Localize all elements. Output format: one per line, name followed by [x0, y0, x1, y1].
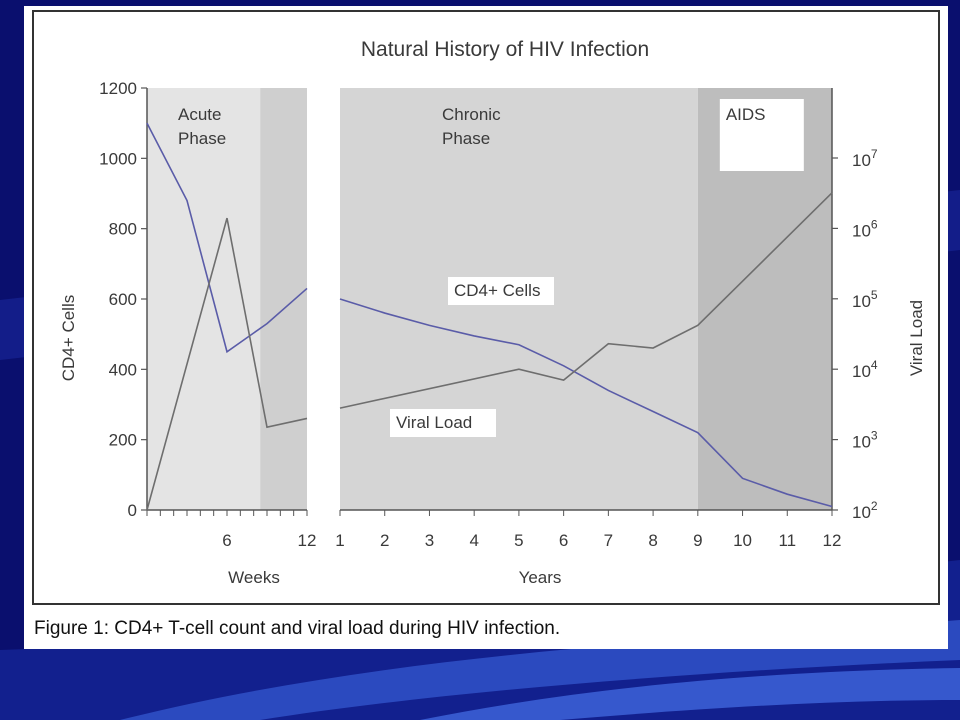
years-tick-label: 2 [380, 531, 389, 550]
x-axis-years-title: Years [519, 568, 562, 587]
x-axis-weeks-title: Weeks [228, 568, 280, 587]
weeks-tick-label: 12 [298, 531, 317, 550]
right-tick-label: 102 [852, 499, 878, 522]
years-tick-label: 4 [469, 531, 478, 550]
years-tick-label: 10 [733, 531, 752, 550]
series-viral-load-years [339, 192, 833, 409]
left-tick-label: 0 [128, 501, 137, 520]
phase-label-chronic-phase-2: Phase [442, 129, 490, 148]
right-axis-title: Viral Load [907, 300, 926, 376]
left-axis: 0 200 400 600 800 1000 1200 [99, 79, 148, 520]
figure-panel: Acute Phase Chronic Phase AIDS Natural Histo… [24, 6, 948, 649]
chart: Acute Phase Chronic Phase AIDS Natural Histo… [32, 10, 940, 605]
series-cd4-cells-years [339, 298, 833, 508]
series-lines [146, 122, 833, 511]
years-tick-label: 5 [514, 531, 523, 550]
phase-label-acute-phase-1: Acute [178, 105, 221, 124]
phase-label-chronic-phase-1: Chronic [442, 105, 501, 124]
x-axes: 6 12 1 2 3 4 5 6 7 8 9 10 11 12 [146, 509, 842, 550]
phase-band-acute-late [260, 88, 307, 510]
left-tick-label: 1000 [99, 149, 137, 168]
years-tick-label: 12 [823, 531, 842, 550]
series-viral-load-weeks [146, 217, 308, 511]
left-tick-label: 1200 [99, 79, 137, 98]
left-tick-label: 600 [109, 290, 137, 309]
years-tick-label: 6 [559, 531, 568, 550]
phase-label-box-chronic-phase [436, 99, 520, 159]
years-tick-label: 1 [335, 531, 344, 550]
figure-caption: Figure 1: CD4+ T-cell count and viral lo… [34, 618, 561, 639]
phase-label-box-acute-phase [172, 99, 256, 159]
years-tick-label: 7 [604, 531, 613, 550]
chart-title: Natural History of HIV Infection [361, 38, 649, 61]
left-axis-title: CD4+ Cells [59, 295, 78, 381]
years-tick-label: 8 [648, 531, 657, 550]
left-tick-label: 400 [109, 360, 137, 379]
right-tick-label: 104 [852, 358, 878, 381]
series-label-viral-load: Viral Load [396, 413, 472, 432]
series-cd4-cells-weeks [146, 122, 308, 354]
right-axis: 102 103 104 105 106 107 [831, 88, 878, 522]
left-tick-label: 200 [109, 431, 137, 450]
series-label-box-cd4-cells [448, 277, 554, 305]
right-tick-label: 105 [852, 288, 878, 311]
weeks-tick-label: 6 [222, 531, 231, 550]
phase-labels: Acute Phase Chronic Phase AIDS [172, 99, 804, 171]
right-tick-label: 103 [852, 429, 878, 452]
left-tick-label: 800 [109, 220, 137, 239]
years-tick-label: 11 [778, 531, 796, 550]
phase-label-acute-phase-2: Phase [178, 129, 226, 148]
right-tick-label: 107 [852, 147, 878, 170]
right-tick-label: 106 [852, 217, 878, 240]
phase-label-aids-1: AIDS [726, 105, 766, 124]
phase-label-box-aids [719, 99, 804, 171]
series-labels: CD4+ Cells Viral Load [390, 277, 554, 437]
series-label-cd4-cells: CD4+ Cells [454, 281, 540, 300]
years-tick-label: 9 [693, 531, 702, 550]
years-tick-label: 3 [425, 531, 434, 550]
series-label-box-viral-load [390, 409, 496, 437]
axis-break-gap [309, 84, 338, 514]
